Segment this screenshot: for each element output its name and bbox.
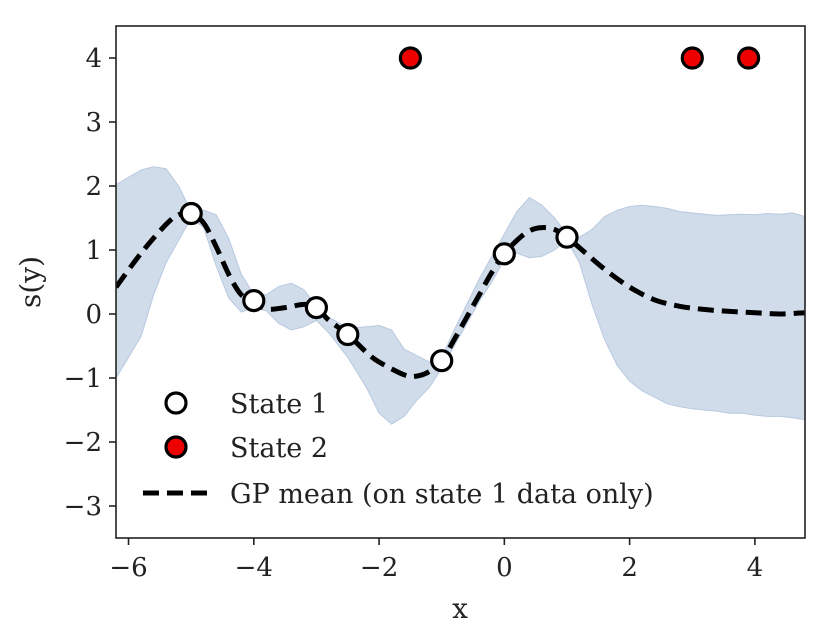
y-tick-label: 4 [85,44,102,74]
x-tick-label: 4 [747,553,764,583]
legend-marker-state-2 [164,435,188,459]
y-tick-label: −3 [64,492,102,522]
state-2-point [736,46,761,70]
state-2-point [398,46,422,70]
gp-mean-line [116,210,805,380]
x-tick-label: −4 [235,553,273,583]
state-1-point [304,296,328,320]
y-axis-label: s(y) [14,256,47,308]
y-tick-label: 2 [85,172,102,202]
plot-frame [115,25,806,539]
x-axis-label: x [452,592,468,625]
y-tick-label: −1 [64,364,102,394]
y-tick-label: 1 [85,236,102,266]
legend: State 1 State 2 GP mean (on state 1 data… [143,389,654,510]
state-1-point [242,289,266,313]
legend-marker-state-1 [164,391,188,415]
state-1-point [555,225,579,249]
x-tick-label: −2 [360,553,398,583]
y-tick-label: 3 [85,108,102,138]
x-tick-label: 0 [496,553,513,583]
state-1-point [336,322,360,347]
state-2-point [680,46,704,70]
legend-label-state-1: State 1 [230,389,328,420]
gp-uncertainty-band [116,166,805,425]
state-1-point [430,349,454,373]
x-tick-label: −6 [109,553,147,583]
legend-label-gp-mean: GP mean (on state 1 data only) [230,479,654,510]
y-tick-label: −2 [64,428,102,458]
y-tick-label: 0 [85,300,102,330]
state-1-point [179,201,203,226]
x-tick-label: 2 [621,553,638,583]
legend-label-state-2: State 2 [230,433,328,464]
state-1-point [492,242,516,266]
